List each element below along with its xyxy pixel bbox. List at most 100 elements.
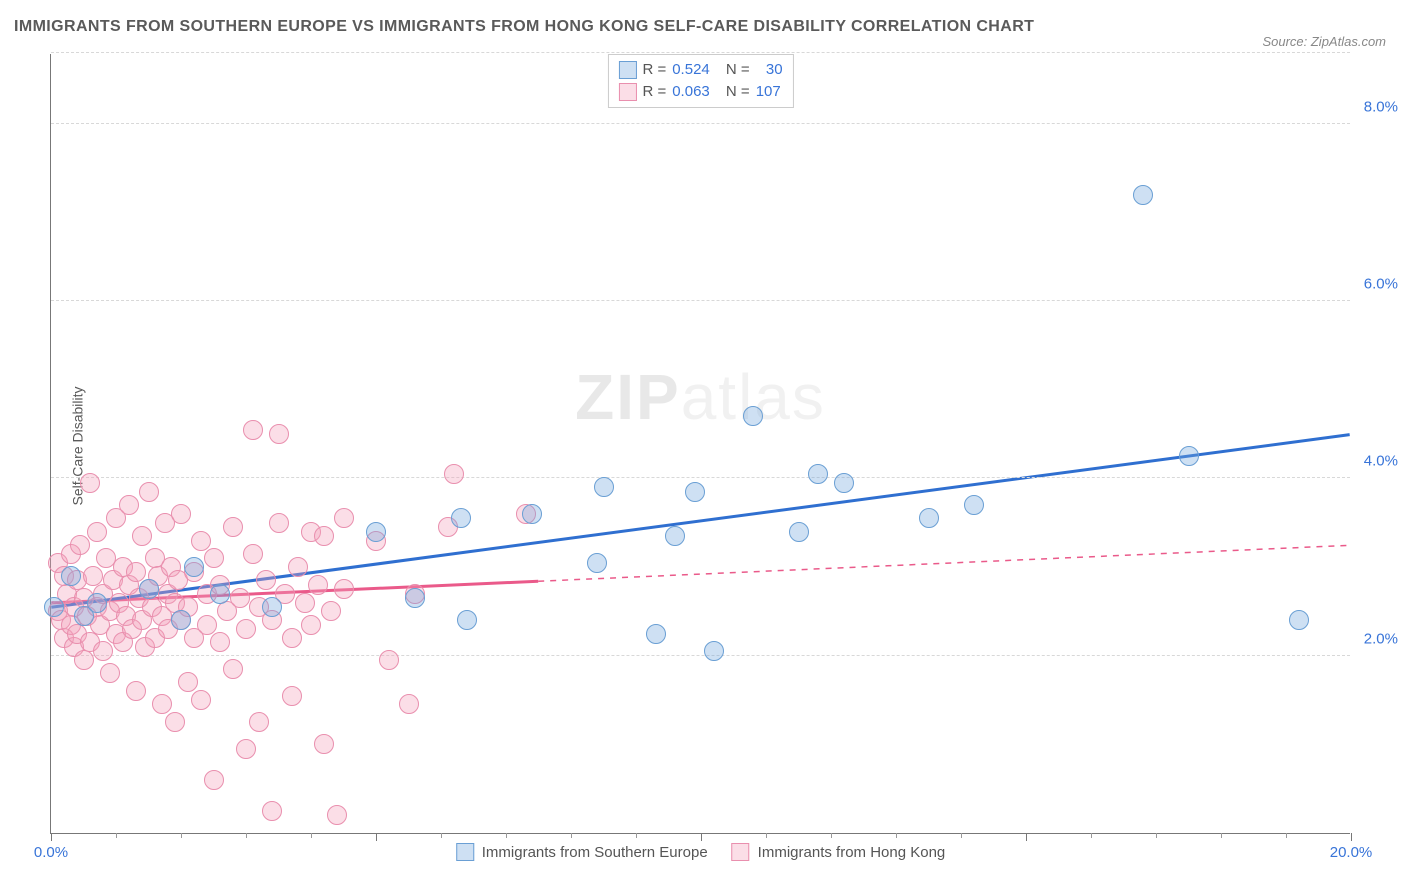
x-tick-minor xyxy=(636,833,637,838)
data-point-series-b xyxy=(262,801,282,821)
data-point-series-b xyxy=(204,770,224,790)
chart-title: IMMIGRANTS FROM SOUTHERN EUROPE VS IMMIG… xyxy=(14,18,1034,36)
x-tick-minor xyxy=(831,833,832,838)
y-tick-label: 8.0% xyxy=(1364,98,1398,115)
r-value-a: 0.524 xyxy=(672,59,710,81)
x-tick-label: 0.0% xyxy=(34,844,68,861)
x-tick-minor xyxy=(441,833,442,838)
data-point-series-b xyxy=(308,575,328,595)
n-label-a: N = xyxy=(726,59,750,81)
data-point-series-b xyxy=(80,473,100,493)
trend-lines-layer xyxy=(51,54,1350,833)
data-point-series-b xyxy=(93,641,113,661)
data-point-series-a xyxy=(594,477,614,497)
gridline-h xyxy=(51,52,1350,53)
y-tick-label: 2.0% xyxy=(1364,630,1398,647)
series-legend: Immigrants from Southern Europe Immigran… xyxy=(456,843,946,861)
gridline-h xyxy=(51,477,1350,478)
data-point-series-a xyxy=(1179,446,1199,466)
data-point-series-b xyxy=(178,672,198,692)
x-tick-minor xyxy=(181,833,182,838)
data-point-series-b xyxy=(282,686,302,706)
data-point-series-a xyxy=(139,579,159,599)
data-point-series-a xyxy=(522,504,542,524)
trend-line xyxy=(51,435,1349,608)
x-tick-minor xyxy=(1221,833,1222,838)
data-point-series-a xyxy=(789,522,809,542)
data-point-series-b xyxy=(74,650,94,670)
data-point-series-b xyxy=(288,557,308,577)
data-point-series-b xyxy=(256,570,276,590)
data-point-series-b xyxy=(152,694,172,714)
data-point-series-b xyxy=(327,805,347,825)
data-point-series-a xyxy=(834,473,854,493)
stats-legend-row-b: R = 0.063 N = 107 xyxy=(618,81,782,103)
data-point-series-b xyxy=(249,712,269,732)
data-point-series-b xyxy=(191,531,211,551)
data-point-series-a xyxy=(405,588,425,608)
data-point-series-b xyxy=(191,690,211,710)
x-tick-major xyxy=(1351,833,1352,841)
gridline-h xyxy=(51,300,1350,301)
legend-swatch-a xyxy=(456,843,474,861)
x-tick-major xyxy=(51,833,52,841)
data-point-series-b xyxy=(223,659,243,679)
series-legend-item-a: Immigrants from Southern Europe xyxy=(456,843,708,861)
scatter-plot-area: ZIPatlas R = 0.524 N = 30 R = 0.063 N = … xyxy=(50,54,1350,834)
legend-swatch-series-b xyxy=(618,83,636,101)
data-point-series-b xyxy=(314,734,334,754)
data-point-series-b xyxy=(444,464,464,484)
data-point-series-a xyxy=(171,610,191,630)
r-label-b: R = xyxy=(642,81,666,103)
data-point-series-b xyxy=(269,424,289,444)
data-point-series-a xyxy=(184,557,204,577)
data-point-series-a xyxy=(61,566,81,586)
x-tick-minor xyxy=(1156,833,1157,838)
gridline-h xyxy=(51,655,1350,656)
data-point-series-b xyxy=(269,513,289,533)
n-label-b: N = xyxy=(726,81,750,103)
source-attribution: Source: ZipAtlas.com xyxy=(1262,34,1386,49)
data-point-series-b xyxy=(243,420,263,440)
x-tick-label: 20.0% xyxy=(1330,844,1373,861)
x-tick-minor xyxy=(896,833,897,838)
series-a-name: Immigrants from Southern Europe xyxy=(482,844,708,861)
data-point-series-a xyxy=(1133,185,1153,205)
data-point-series-b xyxy=(119,495,139,515)
data-point-series-a xyxy=(262,597,282,617)
x-tick-minor xyxy=(506,833,507,838)
data-point-series-b xyxy=(197,615,217,635)
legend-swatch-series-a xyxy=(618,61,636,79)
data-point-series-a xyxy=(457,610,477,630)
data-point-series-b xyxy=(295,593,315,613)
data-point-series-b xyxy=(301,615,321,635)
data-point-series-a xyxy=(704,641,724,661)
data-point-series-a xyxy=(1289,610,1309,630)
r-value-b: 0.063 xyxy=(672,81,710,103)
data-point-series-a xyxy=(964,495,984,515)
x-tick-minor xyxy=(961,833,962,838)
data-point-series-b xyxy=(236,739,256,759)
x-tick-minor xyxy=(1286,833,1287,838)
data-point-series-a xyxy=(366,522,386,542)
data-point-series-a xyxy=(87,593,107,613)
data-point-series-a xyxy=(685,482,705,502)
data-point-series-b xyxy=(139,482,159,502)
data-point-series-b xyxy=(399,694,419,714)
x-tick-minor xyxy=(766,833,767,838)
x-tick-minor xyxy=(571,833,572,838)
x-tick-minor xyxy=(246,833,247,838)
data-point-series-a xyxy=(646,624,666,644)
x-tick-minor xyxy=(1091,833,1092,838)
y-tick-label: 4.0% xyxy=(1364,453,1398,470)
watermark: ZIPatlas xyxy=(575,360,826,434)
data-point-series-b xyxy=(282,628,302,648)
data-point-series-a xyxy=(44,597,64,617)
data-point-series-b xyxy=(132,526,152,546)
stats-legend-box: R = 0.524 N = 30 R = 0.063 N = 107 xyxy=(607,54,793,108)
x-tick-minor xyxy=(116,833,117,838)
x-tick-minor xyxy=(311,833,312,838)
data-point-series-b xyxy=(126,681,146,701)
n-value-b: 107 xyxy=(756,81,781,103)
data-point-series-b xyxy=(379,650,399,670)
